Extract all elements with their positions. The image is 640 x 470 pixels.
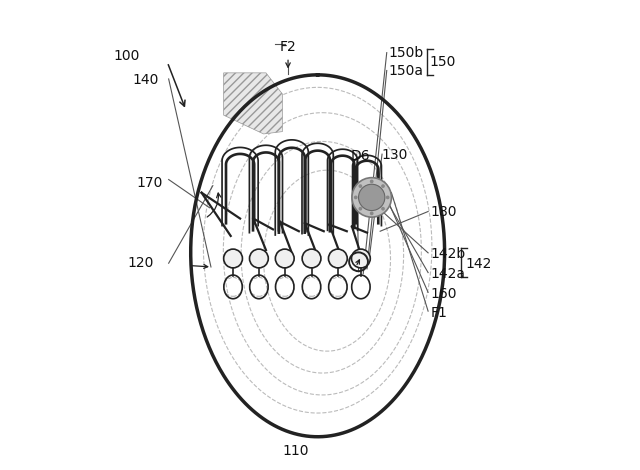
Text: 142a: 142a <box>431 266 465 281</box>
Circle shape <box>386 196 390 199</box>
Text: 142: 142 <box>466 257 492 271</box>
Text: 150a: 150a <box>388 64 423 78</box>
Circle shape <box>358 184 385 211</box>
Circle shape <box>352 178 392 217</box>
Circle shape <box>275 249 294 268</box>
Circle shape <box>223 249 243 268</box>
Text: 180: 180 <box>431 205 457 219</box>
Circle shape <box>351 249 371 268</box>
Text: 142b: 142b <box>431 247 466 261</box>
Circle shape <box>328 249 348 268</box>
Circle shape <box>381 184 385 188</box>
Text: 110: 110 <box>282 444 309 458</box>
Text: 150b: 150b <box>388 46 424 60</box>
Circle shape <box>250 249 268 268</box>
Text: 140: 140 <box>132 73 158 87</box>
Polygon shape <box>223 73 282 134</box>
Text: F2: F2 <box>280 40 297 54</box>
Circle shape <box>358 207 362 211</box>
Text: F1: F1 <box>431 306 447 320</box>
Text: 150: 150 <box>429 55 456 69</box>
Text: 130: 130 <box>381 148 408 162</box>
Text: 120: 120 <box>127 256 154 270</box>
Circle shape <box>358 184 362 188</box>
Circle shape <box>370 212 374 215</box>
Text: 170: 170 <box>137 176 163 190</box>
Circle shape <box>381 207 385 211</box>
Circle shape <box>370 180 374 183</box>
Circle shape <box>302 249 321 268</box>
Circle shape <box>354 196 358 199</box>
Text: 160: 160 <box>431 287 457 301</box>
Text: 100: 100 <box>113 49 140 63</box>
Text: D6: D6 <box>351 149 370 163</box>
